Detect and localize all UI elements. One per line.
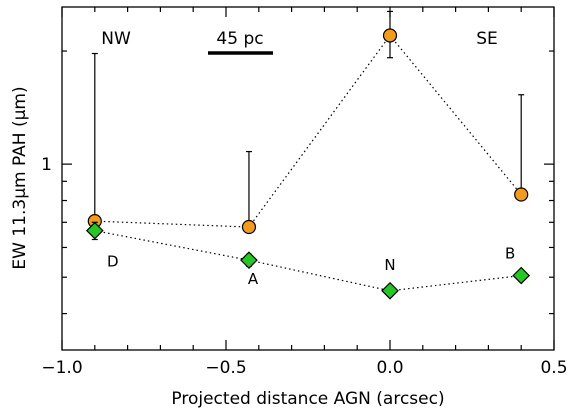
series-line [94, 230, 522, 292]
data-point-diamond [240, 251, 258, 270]
x-axis-title: Projected distance AGN (arcsec) [171, 389, 444, 409]
y-tick-label: 1 [41, 155, 52, 175]
data-point-diamond [381, 281, 399, 300]
region-label: SE [476, 29, 498, 49]
y-tick-labels: 1 [41, 155, 52, 175]
data-point-diamond [85, 221, 104, 240]
axis-ticks [61, 7, 555, 350]
series-line [94, 34, 522, 228]
region-label: NW [101, 29, 131, 49]
x-tick-labels: −1.0 −0.5 0.0 0.5 [41, 358, 567, 378]
point-label: N [384, 256, 395, 274]
orange-circle-series [87, 10, 529, 235]
y-axis-title: EW 11.3μm PAH (μm) [10, 86, 30, 269]
data-point-circle [514, 187, 529, 202]
point-label: A [248, 270, 259, 288]
plot-frame [61, 6, 555, 351]
x-tick-label: 0.0 [376, 358, 403, 378]
scale-bar-label: 45 pc [216, 29, 263, 49]
series-layer: D A N B [85, 10, 531, 300]
data-point-circle [382, 28, 398, 43]
point-label: B [505, 245, 515, 263]
point-label: D [107, 253, 119, 271]
data-point-circle [241, 219, 257, 235]
x-tick-label: 0.5 [540, 358, 567, 378]
x-tick-label: −0.5 [205, 358, 246, 378]
annotations: NW SE 45 pc [101, 29, 498, 55]
x-tick-label: −1.0 [41, 358, 82, 378]
green-diamond-series: D A N B [85, 221, 531, 300]
data-point-diamond [512, 266, 531, 285]
